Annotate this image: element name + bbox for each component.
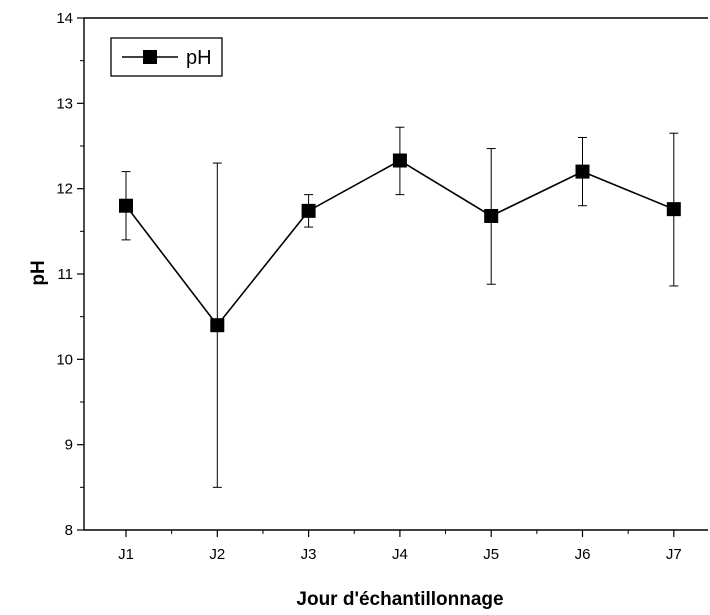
y-tick-label: 10 (56, 351, 73, 368)
data-point-marker (575, 164, 590, 179)
data-points (119, 153, 681, 333)
axis-ticks (77, 17, 675, 537)
y-tick-label: 11 (57, 266, 73, 283)
legend-marker-square (143, 50, 157, 64)
y-tick-labels: 8 9 10 11 12 13 14 (56, 10, 73, 539)
error-bars (121, 126, 679, 488)
x-tick-label: J3 (301, 546, 317, 563)
data-point-marker (484, 208, 499, 223)
x-tick-label: J1 (118, 546, 134, 563)
x-tick-label: J2 (209, 546, 225, 563)
x-tick-labels: J1 J2 J3 J4 J5 J6 J7 (118, 546, 682, 563)
x-tick-label: J4 (392, 546, 408, 563)
y-axis-title: pH (28, 260, 49, 285)
x-axis-title: Jour d'échantillonnage (296, 589, 503, 610)
data-point-marker (666, 202, 681, 217)
data-point-marker (210, 318, 225, 333)
x-tick-label: J5 (483, 546, 499, 563)
y-tick-label: 8 (65, 522, 73, 539)
data-point-marker (392, 153, 407, 168)
legend: pH (110, 37, 223, 77)
legend-label: pH (186, 47, 212, 69)
y-tick-label: 9 (65, 437, 73, 454)
x-tick-label: J6 (575, 546, 591, 563)
data-point-marker (119, 198, 133, 213)
data-point-marker (301, 203, 316, 218)
y-tick-label: 12 (56, 181, 73, 198)
y-tick-label: 14 (56, 10, 73, 27)
x-tick-label: J7 (666, 546, 682, 563)
y-tick-label: 13 (56, 95, 73, 112)
